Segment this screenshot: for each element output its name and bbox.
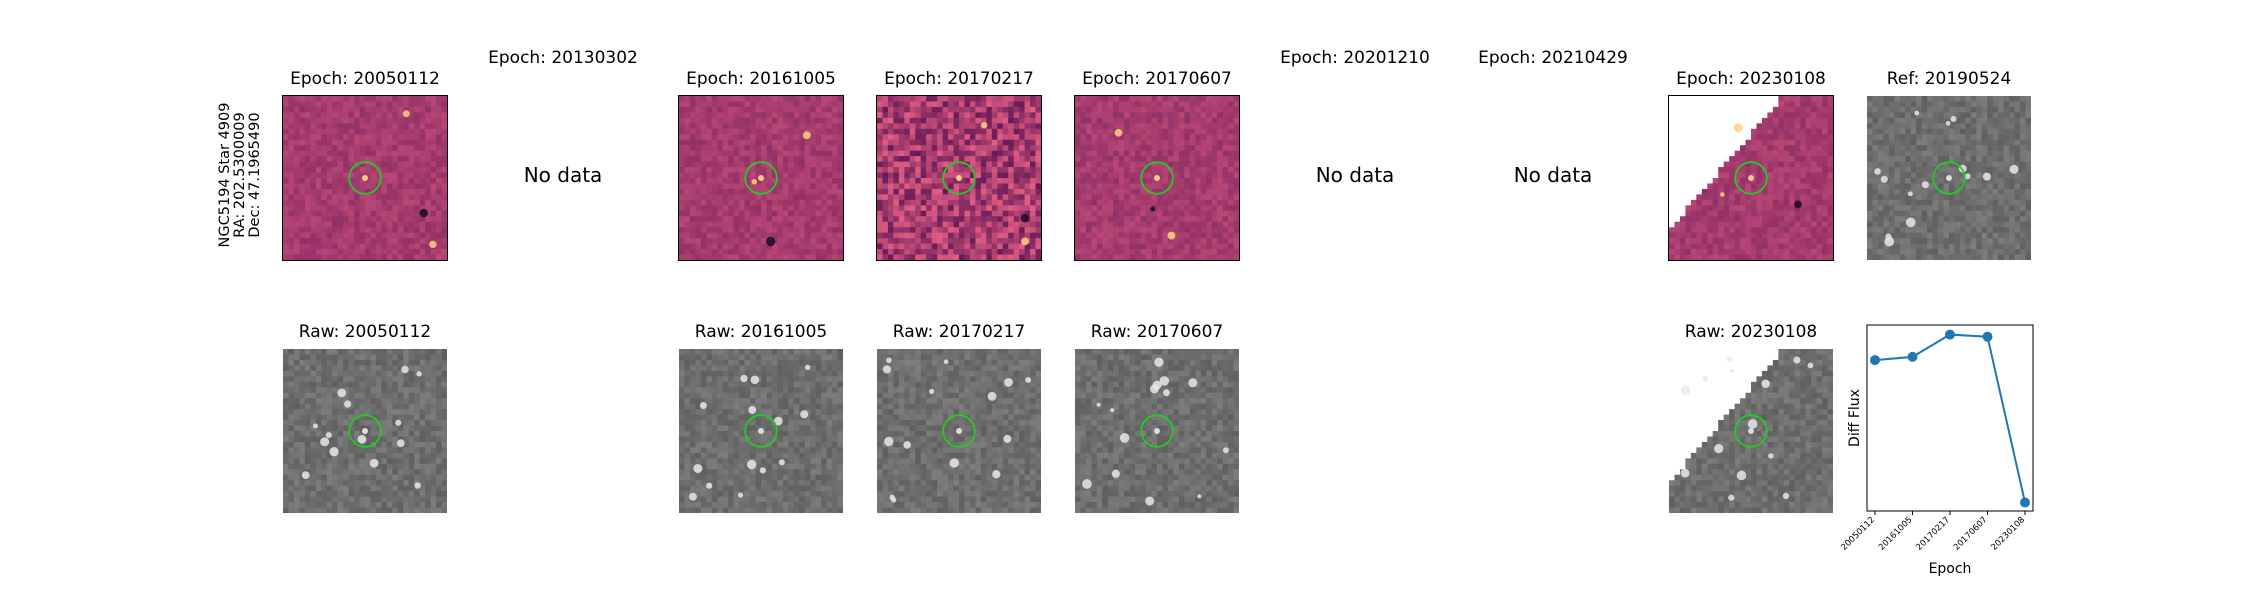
raw-image xyxy=(876,348,1042,514)
x-tick-label: 20230108 xyxy=(1989,515,2027,553)
light-curve-chart: 20050112 20161005 20170217 20170607 20230108… xyxy=(1839,320,2060,600)
light-curve-line xyxy=(1874,333,2026,503)
target-circle xyxy=(348,161,382,195)
x-tick-label: 20050112 xyxy=(1839,515,1877,553)
panel-title: Epoch: 20201210 xyxy=(1280,48,1430,68)
x-tick-label: 20170607 xyxy=(1952,515,1990,553)
difference-image xyxy=(1074,95,1240,261)
raw-image xyxy=(1668,348,1834,514)
panel-title: Epoch: 20170607 xyxy=(1082,69,1232,89)
panel-title: Raw: 20230108 xyxy=(1684,322,1818,342)
light-curve-plot: 20050112 20161005 20170217 20170607 20230108… xyxy=(1839,324,2034,577)
panel-title: Epoch: 20170217 xyxy=(884,69,1034,89)
data-point xyxy=(1945,329,1955,340)
no-data-label: No data xyxy=(1513,163,1593,187)
panel-title: Epoch: 20230108 xyxy=(1676,69,1826,89)
difference-image xyxy=(678,95,844,261)
panel-title: Epoch: 20050112 xyxy=(290,69,440,89)
target-circle xyxy=(1734,161,1768,195)
panel-title: Epoch: 20161005 xyxy=(686,69,836,89)
difference-image xyxy=(1668,95,1834,261)
data-point xyxy=(2020,497,2030,508)
x-axis-label: Epoch xyxy=(1929,561,1972,577)
data-point xyxy=(1982,331,1993,342)
panel-title: Raw: 20170217 xyxy=(892,322,1026,342)
y-axis-label: Diff Flux xyxy=(1847,389,1863,447)
panel-title: Ref: 20190524 xyxy=(1886,69,2012,89)
raw-image xyxy=(282,348,448,514)
plot-frame xyxy=(1866,324,2034,512)
target-circle xyxy=(1140,414,1174,448)
target-circle xyxy=(1734,414,1768,448)
data-point xyxy=(1907,351,1918,362)
difference-image xyxy=(876,95,1042,261)
target-dec: Dec: 47.1965490 xyxy=(247,112,263,238)
target-circle xyxy=(942,161,976,195)
target-circle xyxy=(1140,161,1174,195)
panel-title: Epoch: 20210429 xyxy=(1478,48,1628,68)
x-tick-label: 20170217 xyxy=(1914,515,1952,553)
reference-image xyxy=(1866,95,2032,261)
raw-image xyxy=(1074,348,1240,514)
target-circle xyxy=(1932,161,1966,195)
target-circle xyxy=(744,161,778,195)
target-circle xyxy=(744,414,778,448)
no-data-label: No data xyxy=(523,163,603,187)
target-ra: RA: 202.5300009 xyxy=(232,112,248,238)
difference-image xyxy=(282,95,448,261)
data-point xyxy=(1870,355,1880,366)
panel-title: Raw: 20050112 xyxy=(298,322,432,342)
panel-title: Raw: 20161005 xyxy=(694,322,828,342)
x-tick-label: 20161005 xyxy=(1877,515,1915,553)
target-name: NGC5194 Star 4909 xyxy=(217,102,233,248)
target-circle xyxy=(942,414,976,448)
target-circle xyxy=(348,414,382,448)
panel-title: Raw: 20170607 xyxy=(1090,322,1224,342)
raw-image xyxy=(678,348,844,514)
no-data-label: No data xyxy=(1315,163,1395,187)
panel-title: Epoch: 20130302 xyxy=(488,48,638,68)
